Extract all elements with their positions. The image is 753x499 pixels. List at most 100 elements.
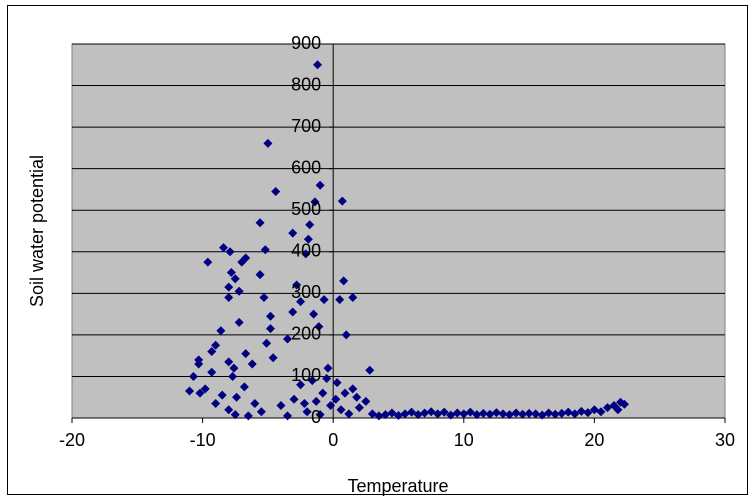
point — [268, 353, 278, 363]
point — [289, 394, 299, 404]
point — [326, 401, 336, 411]
y-tick-label: 600 — [291, 157, 321, 177]
y-tick-label: 400 — [291, 241, 321, 261]
point — [224, 282, 234, 292]
point — [299, 398, 309, 408]
point — [224, 405, 234, 415]
point — [239, 382, 249, 392]
point — [315, 410, 325, 420]
point — [234, 286, 244, 296]
y-tick-label: 700 — [291, 116, 321, 136]
point — [348, 384, 358, 394]
y-tick-label: 500 — [291, 199, 321, 219]
point — [407, 407, 417, 417]
point — [250, 398, 260, 408]
x-tick-label: 10 — [454, 430, 474, 450]
point — [311, 396, 321, 406]
point — [203, 257, 213, 267]
point — [331, 394, 341, 404]
point — [292, 280, 302, 290]
point — [344, 409, 354, 419]
x-tick-label: 0 — [328, 430, 338, 450]
point — [241, 349, 251, 359]
point — [230, 274, 240, 284]
point — [339, 276, 349, 286]
point — [247, 359, 257, 369]
point — [348, 292, 358, 302]
point — [207, 367, 217, 377]
point — [323, 363, 333, 373]
point — [207, 347, 217, 357]
point — [498, 409, 508, 419]
point — [340, 388, 350, 398]
point — [354, 403, 364, 413]
point — [472, 410, 482, 420]
point — [211, 398, 221, 408]
point — [518, 409, 528, 419]
point — [307, 376, 317, 386]
point — [255, 270, 265, 280]
point — [243, 411, 253, 421]
point — [256, 407, 266, 417]
point — [288, 228, 298, 238]
point — [266, 311, 276, 321]
point — [305, 220, 315, 230]
x-tick-label: -20 — [59, 430, 85, 450]
y-tick-label: 900 — [291, 33, 321, 53]
point — [232, 392, 242, 402]
point — [230, 410, 240, 420]
point — [260, 245, 270, 255]
point — [226, 268, 236, 278]
point — [319, 295, 329, 305]
point — [576, 406, 586, 416]
point — [303, 234, 313, 244]
point — [237, 257, 247, 267]
point — [394, 411, 403, 421]
point — [309, 309, 319, 319]
x-tick-label: -10 — [190, 430, 216, 450]
point — [225, 247, 235, 257]
point — [336, 405, 346, 415]
point — [485, 409, 495, 419]
point — [619, 399, 629, 409]
point — [318, 388, 328, 398]
y-axis-title: Soil water potential — [27, 155, 47, 307]
point — [452, 408, 462, 418]
x-axis-title: Temperature — [347, 476, 448, 496]
point — [296, 380, 306, 390]
point — [263, 138, 273, 148]
y-tick-label: 300 — [291, 282, 321, 302]
point — [296, 297, 306, 307]
point — [563, 407, 573, 417]
point — [229, 363, 239, 373]
point — [332, 378, 342, 388]
point — [613, 405, 623, 415]
point — [234, 317, 244, 327]
point — [216, 326, 226, 336]
point — [400, 409, 410, 419]
point — [335, 295, 345, 305]
point — [544, 408, 554, 418]
x-tick-label: 20 — [584, 430, 604, 450]
point — [224, 357, 234, 367]
y-tick-label: 0 — [311, 407, 321, 427]
point — [195, 388, 205, 398]
point — [465, 407, 475, 417]
point — [266, 324, 276, 334]
point — [302, 407, 312, 417]
y-tick-label: 200 — [291, 324, 321, 344]
point — [271, 187, 281, 197]
point — [583, 408, 593, 418]
point — [194, 359, 204, 369]
point — [433, 409, 443, 419]
point — [459, 409, 469, 419]
point — [188, 371, 198, 381]
point — [314, 322, 324, 332]
point — [288, 307, 298, 317]
point — [365, 365, 375, 375]
point — [478, 408, 488, 418]
point — [374, 411, 384, 421]
point — [255, 218, 265, 228]
y-tick-label: 800 — [291, 74, 321, 94]
